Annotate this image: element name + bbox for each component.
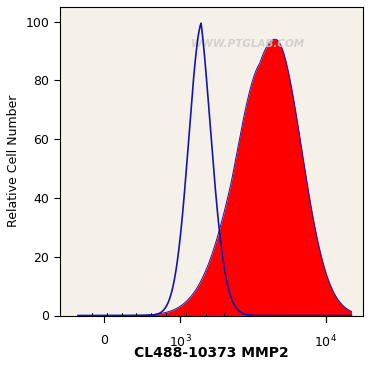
X-axis label: CL488-10373 MMP2: CL488-10373 MMP2 (134, 346, 289, 360)
Text: $10^3$: $10^3$ (168, 334, 191, 350)
Text: WWW.PTGLAB.COM: WWW.PTGLAB.COM (191, 39, 305, 49)
Text: 0: 0 (100, 334, 108, 347)
Text: $10^4$: $10^4$ (314, 334, 337, 350)
Y-axis label: Relative Cell Number: Relative Cell Number (7, 95, 20, 228)
